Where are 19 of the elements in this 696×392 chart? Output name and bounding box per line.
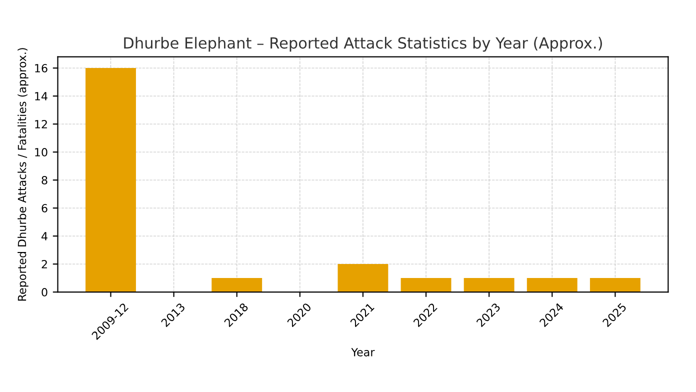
y-tick-label: 12	[35, 120, 47, 128]
bar	[526, 278, 578, 292]
y-tick-label: 0	[42, 288, 48, 296]
y-tick-label: 4	[42, 232, 48, 240]
y-tick-label: 14	[35, 92, 48, 100]
bar	[590, 278, 640, 292]
chart-title: Dhurbe Elephant – Reported Attack Statistics by Year (Approx.)	[124, 36, 602, 52]
bar	[400, 278, 452, 292]
y-tick-label: 8	[42, 176, 48, 184]
bar	[212, 278, 262, 292]
y-tick-label: 2	[42, 260, 47, 268]
bar	[338, 264, 388, 292]
y-tick-label: 10	[35, 148, 48, 156]
y-tick-label: 6	[42, 204, 48, 212]
bar	[464, 278, 514, 292]
x-axis-title: Year	[351, 348, 375, 356]
bar	[86, 68, 136, 292]
y-tick-label: 16	[35, 64, 48, 72]
y-axis-title: Reported Dhurbe Attacks / Fatalities (approx.)	[18, 48, 28, 301]
